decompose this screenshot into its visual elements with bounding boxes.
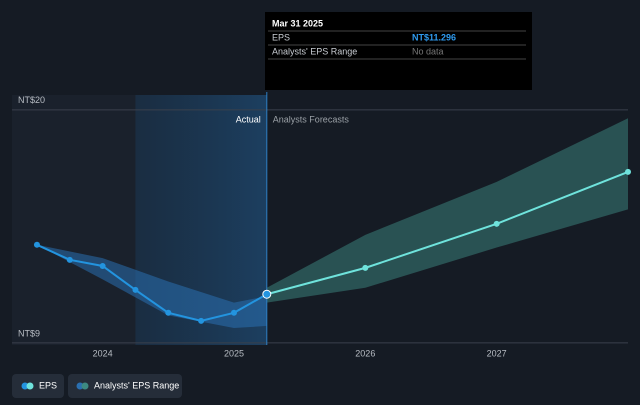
- eps-point: [165, 309, 172, 316]
- tooltip-box: [265, 12, 532, 90]
- legend-item[interactable]: [68, 374, 182, 398]
- tooltip-date: Mar 31 2025: [272, 18, 323, 28]
- forecast-label: Analysts Forecasts: [273, 114, 350, 124]
- x-tick-label: 2026: [355, 348, 375, 358]
- forecast-line: [266, 170, 629, 296]
- x-tick-label: 2024: [93, 348, 113, 358]
- tooltip-value: NT$11.296: [412, 32, 456, 42]
- tooltip-label: Analysts' EPS Range: [272, 46, 357, 56]
- eps-line: [36, 243, 268, 322]
- tooltip: Mar 31 2025 EPS NT$11.296 Analysts' EPS …: [265, 12, 532, 90]
- forecast-point: [362, 264, 369, 271]
- eps-point: [33, 241, 40, 248]
- eps-point: [132, 286, 139, 293]
- forecast-point: [625, 168, 631, 175]
- legend-icon: [21, 382, 29, 390]
- legend-item[interactable]: [12, 374, 64, 398]
- legend: EPS Analysts' EPS Range: [12, 374, 182, 398]
- y-tick-label: NT$20: [18, 95, 45, 105]
- x-tick-label: 2025: [224, 348, 244, 358]
- range-band: [266, 118, 628, 303]
- legend-label: EPS: [39, 380, 57, 390]
- background-layer: NT$9 NT$20 2024 2025 2026 2027 Actual Analysts …: [12, 95, 628, 358]
- eps-point: [66, 256, 73, 263]
- eps-point: [198, 317, 205, 324]
- tooltip-label: EPS: [272, 32, 290, 42]
- eps-point: [230, 309, 237, 316]
- actual-label: Actual: [236, 114, 261, 124]
- legend-icon: [76, 382, 84, 390]
- forecast-point: [493, 220, 500, 227]
- tooltip-value: No data: [412, 46, 444, 56]
- range-band: [36, 244, 267, 329]
- legend-icon: [81, 382, 89, 390]
- eps-point: [99, 262, 106, 269]
- legend-label: Analysts' EPS Range: [94, 380, 179, 390]
- x-tick-label: 2027: [487, 348, 507, 358]
- eps-point: [262, 289, 272, 299]
- y-tick-label: NT$9: [18, 328, 40, 338]
- legend-icon: [26, 382, 34, 390]
- plot-layer: [33, 92, 631, 345]
